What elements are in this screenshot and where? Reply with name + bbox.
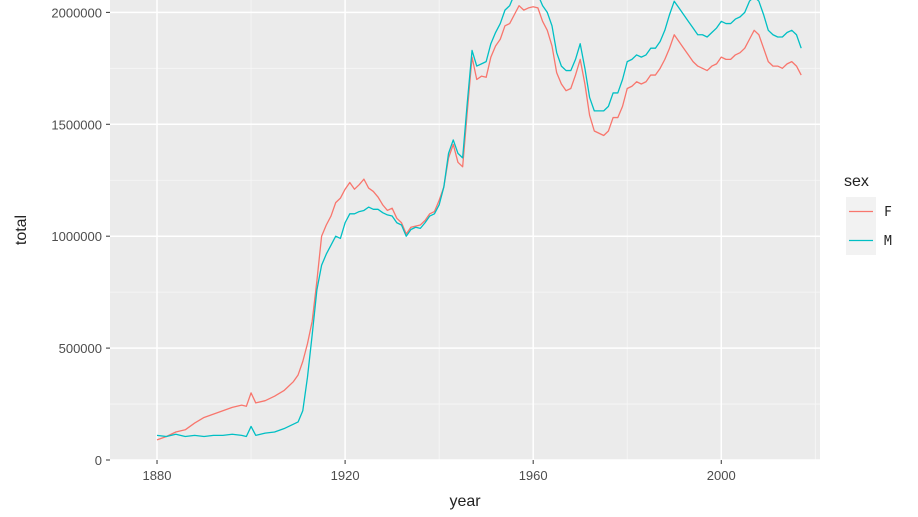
y-tick-label: 1500000 (51, 117, 102, 132)
x-tick-label: 2000 (707, 468, 736, 483)
y-tick-label: 0 (95, 453, 102, 468)
x-tick-label: 1880 (143, 468, 172, 483)
x-axis-title: year (449, 493, 481, 510)
grid-lines (110, 0, 820, 461)
y-tick-label: 500000 (59, 341, 102, 356)
series-line-M (156, 0, 802, 438)
legend-title: sex (844, 173, 869, 190)
series-lines (156, 0, 802, 441)
legend-label-F: F (884, 205, 892, 220)
legend: sex FM (844, 173, 892, 255)
y-tick-label: 2000000 (51, 5, 102, 20)
plot-panel (110, 0, 820, 460)
x-tick-label: 1920 (331, 468, 360, 483)
panel-background (110, 0, 820, 460)
y-axis-title: total (13, 215, 30, 245)
legend-items: FM (846, 197, 892, 255)
y-tick-label: 1000000 (51, 229, 102, 244)
x-tick-label: 1960 (519, 468, 548, 483)
axes: 1880 1920 1960 2000 0 500000 1000000 1500000 200… (51, 5, 735, 483)
series-line-F (156, 5, 802, 441)
legend-label-M: M (884, 234, 892, 249)
